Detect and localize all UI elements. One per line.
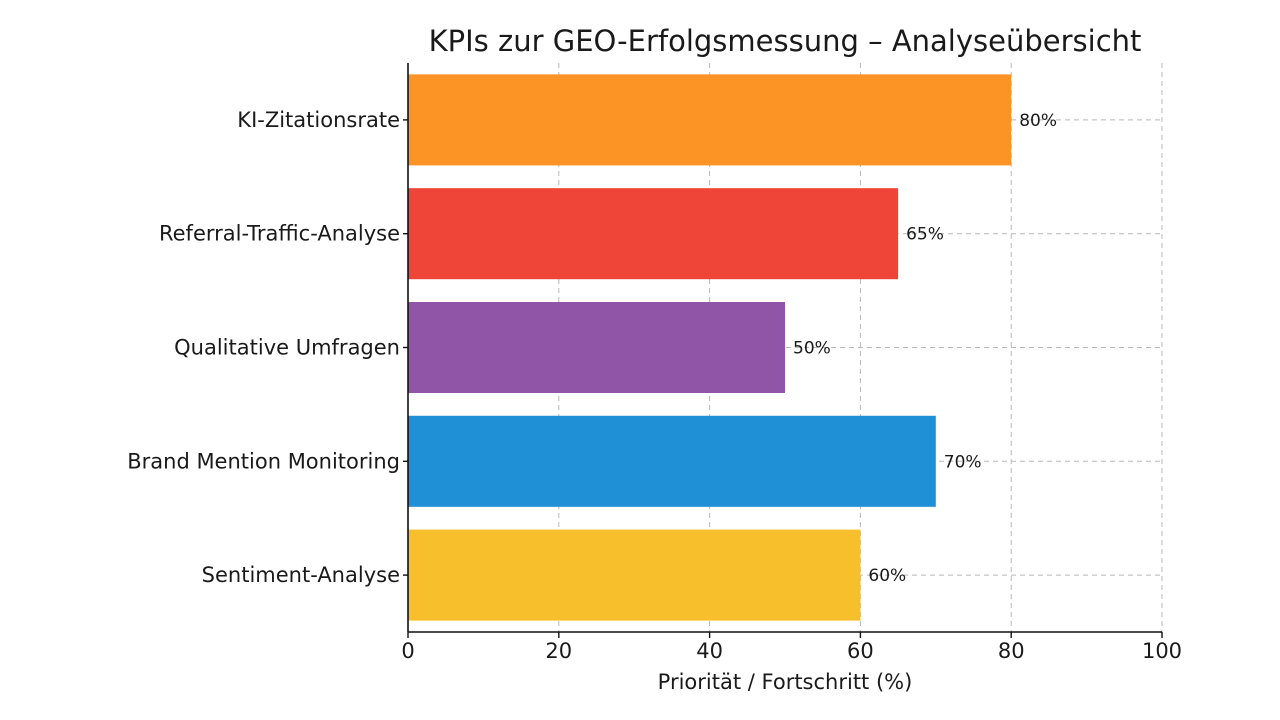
bar-1	[408, 188, 899, 280]
bar-4	[408, 529, 861, 621]
x-tick-label-60: 60	[847, 639, 874, 663]
x-tick-label-40: 40	[696, 639, 723, 663]
chart-title: KPIs zur GEO-Erfolgsmessung – Analyseübe…	[429, 24, 1142, 58]
axes	[403, 63, 1163, 638]
value-label-2: 50%	[793, 339, 831, 359]
x-tick-label-0: 0	[401, 639, 414, 663]
x-tick-label-80: 80	[998, 639, 1025, 663]
value-label-3: 70%	[944, 452, 982, 472]
x-tick-label-100: 100	[1142, 639, 1182, 663]
bar-2	[408, 301, 785, 394]
bars	[408, 74, 1012, 621]
value-label-0: 80%	[1019, 111, 1057, 131]
category-label-0: KI-Zitationsrate	[237, 108, 400, 132]
category-label-1: Referral-Traffic-Analyse	[159, 222, 400, 246]
category-label-3: Brand Mention Monitoring	[127, 449, 400, 473]
value-label-4: 60%	[868, 566, 906, 586]
bar-0	[408, 74, 1012, 166]
x-axis-label: Priorität / Fortschritt (%)	[658, 670, 913, 694]
category-label-4: Sentiment-Analyse	[202, 563, 400, 587]
labels: 80% KI-Zitationsrate 65% Referral-Traffic-A…	[127, 108, 1182, 663]
value-label-1: 65%	[906, 225, 944, 245]
bar-3	[408, 415, 936, 507]
x-tick-label-20: 20	[545, 639, 572, 663]
category-label-2: Qualitative Umfragen	[174, 336, 400, 360]
